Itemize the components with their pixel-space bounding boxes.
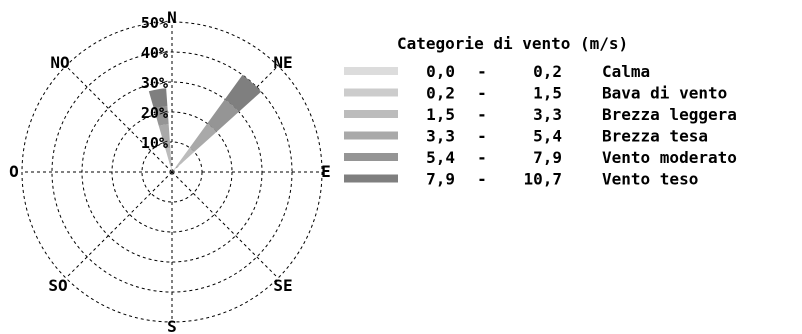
direction-label-e: E bbox=[321, 162, 331, 181]
legend-range-to: 10,7 bbox=[523, 170, 562, 189]
legend-range-to: 1,5 bbox=[533, 84, 562, 103]
legend-range-from: 5,4 bbox=[426, 148, 455, 167]
radial-tick-label: 10% bbox=[141, 134, 168, 152]
direction-label-so: SO bbox=[48, 276, 67, 295]
grid-ring bbox=[21, 21, 323, 323]
legend-swatch bbox=[344, 88, 398, 97]
legend-range-dash: - bbox=[477, 170, 487, 189]
bar-segment-ne bbox=[189, 123, 217, 152]
legend-swatch bbox=[344, 174, 398, 183]
legend-range-from: 3,3 bbox=[426, 127, 455, 146]
direction-label-s: S bbox=[167, 317, 177, 334]
legend-range-dash: - bbox=[477, 127, 487, 146]
legend-category-name: Vento teso bbox=[602, 170, 698, 189]
bar-segment-nno bbox=[148, 88, 168, 109]
legend-range-dash: - bbox=[477, 62, 487, 81]
direction-label-o: O bbox=[9, 162, 19, 181]
bar-segment-ne bbox=[175, 147, 195, 168]
legend-range-dash: - bbox=[477, 105, 487, 124]
bar-segment-nno bbox=[158, 124, 171, 149]
bar-segment-ne bbox=[172, 167, 177, 172]
legend-swatch bbox=[344, 131, 398, 140]
legend-category-name: Brezza leggera bbox=[602, 105, 737, 124]
legend-range-from: 1,5 bbox=[426, 105, 455, 124]
legend-range-dash: - bbox=[477, 84, 487, 103]
legend-category-name: Calma bbox=[602, 62, 650, 81]
bar-segment-ne bbox=[207, 99, 239, 132]
legend-swatch bbox=[344, 153, 398, 161]
direction-label-ne: NE bbox=[273, 53, 292, 72]
legend-range-to: 3,3 bbox=[533, 105, 562, 124]
radial-tick-label: 40% bbox=[141, 44, 168, 62]
legend-category-name: Brezza tesa bbox=[602, 127, 708, 146]
bar-segment-nno bbox=[153, 106, 169, 126]
spoke-no bbox=[65, 65, 173, 173]
legend-range-to: 5,4 bbox=[533, 127, 562, 146]
legend-title: Categorie di vento (m/s) bbox=[397, 34, 628, 53]
bar-segment-nno bbox=[170, 166, 172, 172]
legend-range-from: 7,9 bbox=[426, 170, 455, 189]
radial-tick-label: 30% bbox=[141, 74, 168, 92]
direction-label-n: N bbox=[167, 8, 177, 27]
spoke-se bbox=[171, 171, 279, 279]
legend-swatch bbox=[344, 110, 398, 118]
legend-category-name: Vento moderato bbox=[602, 148, 737, 167]
bar-segment-ne bbox=[224, 74, 262, 112]
legend-range-to: 7,9 bbox=[533, 148, 562, 167]
bar-segment-nno bbox=[165, 148, 172, 167]
radial-tick-labels: 10% 20% 30% 40% 50% bbox=[141, 14, 168, 152]
legend-range-dash: - bbox=[477, 148, 487, 167]
legend-range-from: 0,2 bbox=[426, 84, 455, 103]
radial-tick-label: 20% bbox=[141, 104, 168, 122]
legend-range-to: 0,2 bbox=[533, 62, 562, 81]
legend: Categorie di vento (m/s) 0,0 - 0,2 Calma 0,2… bbox=[344, 34, 737, 189]
direction-label-no: NO bbox=[50, 53, 69, 72]
direction-labels: N NE E SE S SO O NO bbox=[9, 8, 331, 334]
wind-bars bbox=[148, 74, 262, 172]
legend-swatch bbox=[344, 67, 398, 75]
radial-tick-label: 50% bbox=[141, 14, 168, 32]
legend-category-name: Bava di vento bbox=[602, 84, 727, 103]
legend-range-from: 0,0 bbox=[426, 62, 455, 81]
spoke-so bbox=[65, 171, 173, 279]
direction-label-se: SE bbox=[273, 276, 292, 295]
